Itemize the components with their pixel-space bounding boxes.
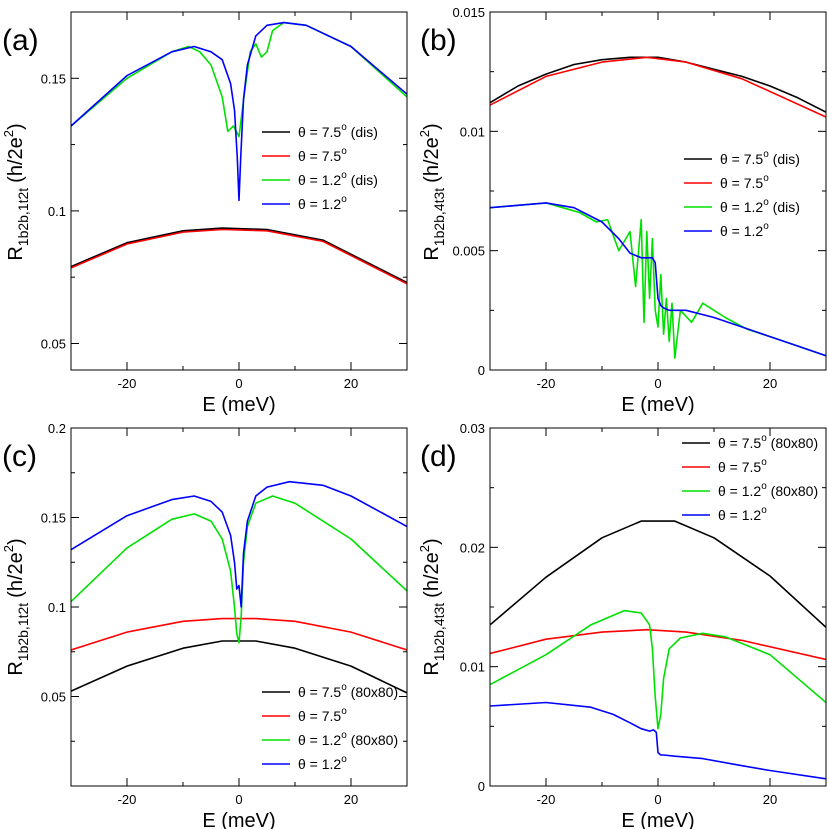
x-tick-label: -20: [537, 792, 556, 807]
series-line-0: [71, 227, 407, 284]
y-tick-label: 0.2: [48, 421, 66, 436]
series-line-0: [490, 56, 826, 113]
legend-entry: θ = 1.2o: [718, 505, 767, 523]
series-line-3: [71, 21, 407, 202]
panel-b: -20 0 20 0 0.005 0.01 0.015 E (meV) R1b2b,4t3t(h…: [417, 5, 827, 416]
legend-entry: θ = 7.5o: [718, 457, 767, 475]
y-tick-label: 0: [478, 779, 485, 794]
y-tick-label: 0.015: [452, 5, 485, 20]
x-tick-label: 20: [763, 376, 777, 391]
x-tick-label: -20: [118, 792, 137, 807]
legend-entry: θ = 7.5o: [720, 173, 769, 191]
series-line-2: [71, 495, 407, 644]
x-tick-label: 0: [654, 792, 661, 807]
legend-entry: θ = 7.5o (dis): [298, 122, 378, 140]
series-line-2: [490, 609, 826, 730]
legend: θ = 7.5o (80x80) θ = 7.5o θ = 1.2o (80x80)…: [262, 682, 398, 772]
series-line-1: [71, 617, 407, 651]
series-line-1: [71, 228, 407, 285]
y-axis-label: R1b2b,1t2t(h/2e2): [1, 123, 31, 260]
x-axis-label: E (meV): [202, 394, 275, 416]
y-tick-label: 0: [478, 363, 485, 378]
y-axis-label: R1b2b,4t3t(h/2e2): [417, 538, 447, 675]
panel-d: -20 0 20 0 0.01 0.02 0.03 E (meV) R1b2b,4t3t(h/2…: [417, 421, 827, 829]
panel-a: -20 0 20 0.05 0.1 0.15 E (meV) R1b2b,1t2t(h/2e2…: [1, 11, 408, 416]
series-line-2: [490, 202, 826, 359]
y-tick-label: 0.05: [41, 336, 66, 351]
y-tick-label: 0.03: [460, 421, 485, 436]
x-axis-label: E (meV): [621, 394, 694, 416]
panel-c: -20 0 20 0.05 0.1 0.15 0.2 E (meV) R1b2b,1t2t(h/…: [1, 421, 408, 829]
y-tick-label: 0.01: [460, 660, 485, 675]
series-line-1: [490, 628, 826, 661]
y-tick-label: 0.15: [41, 71, 66, 86]
legend-entry: θ = 1.2o: [720, 221, 769, 239]
x-tick-label: 0: [654, 376, 661, 391]
x-tick-label: -20: [118, 376, 137, 391]
legend-entry: θ = 1.2o (dis): [720, 197, 800, 215]
x-tick-label: 20: [344, 792, 358, 807]
panel-label: (d): [420, 440, 457, 473]
series-line-3: [71, 480, 407, 608]
plot-frame: [489, 427, 827, 787]
panel-label: (a): [2, 24, 39, 57]
x-axis-label: E (meV): [621, 810, 694, 829]
x-tick-label: 20: [763, 792, 777, 807]
x-tick-label: 0: [235, 792, 242, 807]
x-tick-label: -20: [537, 376, 556, 391]
legend: θ = 7.5o (dis) θ = 7.5o θ = 1.2o (dis) θ = …: [684, 149, 800, 239]
legend-entry: θ = 7.5o (dis): [720, 149, 800, 167]
legend-entry: θ = 7.5o: [298, 146, 347, 164]
legend-entry: θ = 1.2o (dis): [298, 170, 378, 188]
y-axis-label: R1b2b,4t3t(h/2e2): [417, 123, 447, 260]
panel-label: (b): [420, 24, 457, 57]
y-tick-label: 0.15: [41, 511, 66, 526]
x-tick-label: 0: [235, 376, 242, 391]
legend-entry: θ = 7.5o (80x80): [298, 682, 398, 700]
series-line-3: [490, 701, 826, 780]
legend-entry: θ = 7.5o: [298, 706, 347, 724]
legend-entry: θ = 7.5o (80x80): [718, 433, 818, 451]
x-tick-label: 20: [344, 376, 358, 391]
legend-entry: θ = 1.2o: [298, 754, 347, 772]
series-line-0: [490, 520, 826, 628]
y-tick-label: 0.1: [48, 600, 66, 615]
legend-entry: θ = 1.2o: [298, 194, 347, 212]
y-tick-label: 0.1: [48, 204, 66, 219]
y-tick-label: 0.02: [460, 540, 485, 555]
legend-entry: θ = 1.2o (80x80): [298, 730, 398, 748]
y-tick-label: 0.05: [41, 690, 66, 705]
y-tick-label: 0.005: [452, 244, 485, 259]
y-axis-label: R1b2b,1t2t(h/2e2): [1, 538, 31, 675]
panel-label: (c): [2, 440, 37, 473]
series-line-3: [490, 202, 826, 357]
legend: θ = 7.5o (dis) θ = 7.5o θ = 1.2o (dis) θ = …: [262, 122, 378, 212]
y-tick-label: 0.01: [460, 124, 485, 139]
x-axis-label: E (meV): [202, 810, 275, 829]
series-line-1: [490, 56, 826, 118]
legend: θ = 7.5o (80x80) θ = 7.5o θ = 1.2o (80x80)…: [682, 433, 818, 523]
legend-entry: θ = 1.2o (80x80): [718, 481, 818, 499]
